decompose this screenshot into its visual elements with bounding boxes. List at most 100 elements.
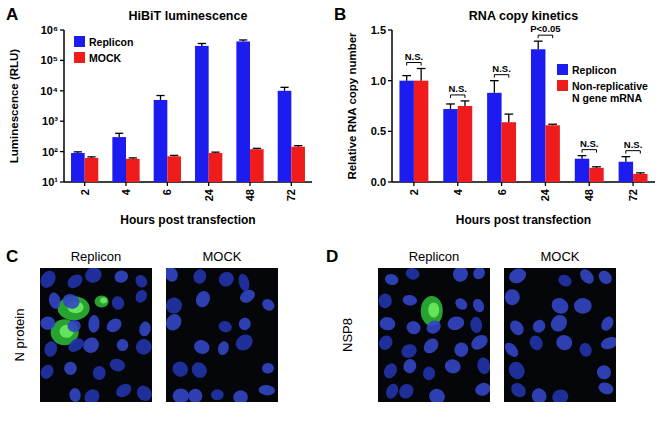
- nucleus: [166, 294, 185, 317]
- error-bar: [156, 96, 164, 100]
- bar: [619, 162, 633, 182]
- nucleus: [40, 316, 56, 330]
- error-bar: [239, 40, 247, 41]
- nucleus: [61, 292, 82, 311]
- x-axis-label: Hours post transfection: [120, 213, 255, 227]
- nucleus: [404, 268, 420, 281]
- error-cap: [402, 75, 411, 76]
- significance-bracket: [494, 75, 508, 78]
- error-stem: [420, 69, 421, 81]
- stain-label: N protein: [12, 309, 27, 362]
- nucleus: [69, 387, 82, 402]
- nucleus: [133, 336, 152, 358]
- legend: Replicon Non-replicativeN gene mRNA: [557, 64, 648, 104]
- bar: [502, 122, 516, 182]
- legend-line: Non-replicative: [572, 80, 648, 92]
- y-tick-label: 1.5: [371, 24, 386, 36]
- nucleus: [470, 316, 483, 333]
- micrograph: [504, 268, 616, 402]
- error-bar: [129, 157, 137, 159]
- nucleus: [92, 366, 106, 381]
- significance-label: P<0.05: [530, 23, 561, 34]
- nucleus: [216, 269, 237, 290]
- nucleus: [504, 340, 521, 359]
- error-bar: [115, 133, 123, 137]
- y-tick-label: 10⁴: [40, 85, 58, 97]
- legend-label: Replicon: [572, 64, 616, 76]
- x-tick-label: 4: [452, 188, 464, 195]
- nucleus: [597, 380, 615, 396]
- nucleus: [134, 383, 152, 402]
- significance-bracket: [538, 35, 552, 38]
- error-cap: [239, 39, 247, 40]
- nucleus: [427, 386, 448, 402]
- nucleus: [594, 362, 614, 382]
- nucleus: [596, 268, 614, 286]
- nucleus: [422, 366, 435, 381]
- nucleus: [113, 269, 129, 284]
- bar: [278, 91, 292, 182]
- nucleus: [108, 357, 127, 373]
- nucleus: [578, 341, 594, 358]
- nucleus: [468, 332, 490, 353]
- bar: [154, 100, 168, 182]
- legend-swatch: [557, 80, 568, 91]
- nucleus: [116, 339, 129, 352]
- nucleus: [40, 268, 59, 291]
- panel-letter: B: [334, 5, 346, 24]
- error-stem: [538, 41, 539, 49]
- nucleus: [446, 315, 466, 332]
- error-bar: [170, 155, 178, 157]
- x-tick: [589, 182, 590, 186]
- y-tick-label: 10³: [42, 115, 58, 127]
- y-tick-label: 10⁶: [41, 24, 58, 36]
- x-tick-label: 24: [203, 188, 215, 201]
- legend-label: MOCK: [89, 52, 121, 64]
- micrograph-background: [378, 268, 490, 402]
- y-tick-label: 1.0: [371, 75, 386, 87]
- nucleus: [404, 319, 422, 337]
- nucleus: [529, 386, 549, 402]
- nucleus: [133, 288, 149, 305]
- error-stem: [450, 104, 451, 109]
- bar: [195, 46, 209, 182]
- error-bar: [490, 81, 499, 93]
- micrograph-background: [504, 268, 616, 402]
- nucleus: [114, 381, 134, 400]
- error-bar: [534, 41, 543, 49]
- y-tick-label: 10⁵: [41, 54, 58, 66]
- panel-letter: A: [6, 5, 18, 24]
- nucleus: [262, 363, 275, 374]
- nucleus: [384, 382, 400, 401]
- nucleus: [258, 384, 275, 396]
- bar: [209, 153, 223, 182]
- condition-label: Replicon: [409, 249, 460, 264]
- nucleus: [138, 320, 152, 337]
- legend-label: Non-replicativeN gene mRNA: [572, 80, 648, 104]
- bar: [112, 137, 126, 182]
- nucleus: [64, 361, 78, 375]
- x-tick-label: 72: [285, 189, 297, 201]
- error-cap: [294, 145, 302, 146]
- nucleus: [237, 316, 253, 332]
- nucleus: [421, 336, 442, 357]
- nucleus: [43, 340, 59, 358]
- panel-letter: D: [326, 247, 338, 266]
- nucleus: [193, 289, 212, 310]
- nucleus: [237, 272, 251, 292]
- error-cap: [490, 80, 499, 81]
- error-bar: [211, 152, 219, 154]
- y-axis-label: Luminescence (RLU): [8, 49, 20, 164]
- nucleus: [527, 333, 545, 352]
- condition-label: MOCK: [203, 249, 242, 264]
- nucleus: [47, 291, 62, 310]
- error-cap: [592, 166, 601, 167]
- error-cap: [548, 124, 557, 125]
- legend-line: Replicon: [89, 36, 133, 48]
- nucleus: [402, 294, 418, 306]
- legend-swatch: [74, 52, 85, 63]
- green-signal: [428, 302, 439, 317]
- nucleus: [110, 295, 126, 312]
- nucleus: [549, 295, 572, 317]
- x-tick: [457, 182, 458, 186]
